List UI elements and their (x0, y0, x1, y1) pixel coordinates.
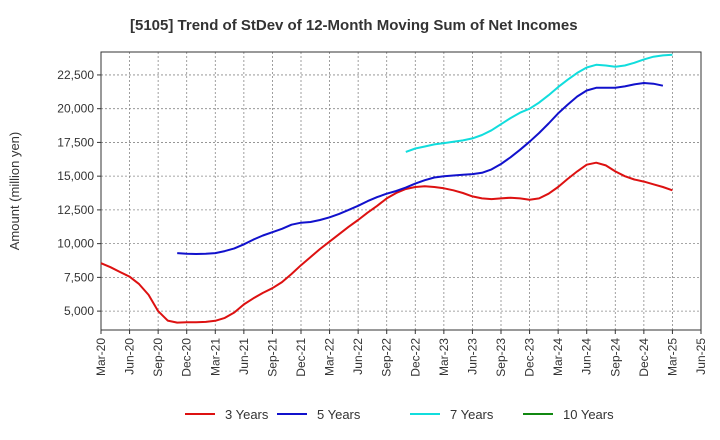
x-tick-label: Jun-21 (237, 338, 251, 375)
x-tick-label: Dec-23 (523, 338, 537, 377)
y-axis-ticks: 5,000 7,500 10,000 12,500 15,000 17,500 20,000… (57, 68, 101, 318)
y-tick-label: 17,500 (57, 135, 94, 149)
x-tick-label: Jun-23 (465, 338, 479, 375)
legend-label: 7 Years (450, 407, 494, 422)
x-tick-label: Mar-21 (208, 338, 222, 376)
legend-label: 3 Years (225, 407, 269, 422)
x-tick-label: Dec-24 (637, 338, 651, 377)
x-tick-label: Mar-22 (323, 338, 337, 376)
x-tick-label: Mar-24 (551, 338, 565, 376)
series-line (177, 82, 664, 255)
x-tick-label: Jun-24 (580, 338, 594, 375)
y-tick-label: 7,500 (64, 270, 94, 284)
x-axis-ticks: Mar-20 Jun-20 Sep-20 Dec-20 Mar-21 Jun-21 Sep-… (94, 330, 708, 377)
x-tick-label: Sep-20 (151, 338, 165, 377)
y-tick-label: 10,000 (57, 237, 94, 251)
x-tick-label: Jun-22 (351, 338, 365, 375)
x-tick-label: Jun-25 (694, 338, 708, 375)
y-tick-label: 15,000 (57, 169, 94, 183)
x-tick-label: Dec-21 (294, 338, 308, 377)
y-tick-label: 5,000 (64, 304, 94, 318)
x-tick-label: Mar-20 (94, 338, 108, 376)
legend-label: 10 Years (563, 407, 614, 422)
x-tick-label: Jun-20 (123, 338, 137, 375)
y-tick-label: 22,500 (57, 68, 94, 82)
series-line (405, 53, 673, 153)
x-tick-label: Sep-21 (265, 338, 279, 377)
legend-label: 5 Years (317, 407, 361, 422)
x-tick-label: Mar-25 (665, 338, 679, 376)
chart-title: [5105] Trend of StDev of 12-Month Moving… (130, 17, 578, 34)
x-tick-label: Dec-20 (180, 338, 194, 377)
y-axis-label: Amount (million yen) (7, 132, 22, 251)
x-tick-label: Mar-23 (437, 338, 451, 376)
legend: 3 Years 5 Years 7 Years 10 Years (185, 407, 614, 422)
y-tick-label: 20,000 (57, 102, 94, 116)
x-tick-label: Dec-22 (408, 338, 422, 377)
y-tick-label: 12,500 (57, 203, 94, 217)
x-tick-label: Sep-23 (494, 338, 508, 377)
x-tick-label: Sep-24 (608, 338, 622, 377)
grid (100, 52, 702, 330)
series-layer (100, 53, 673, 324)
series-line (100, 161, 673, 324)
plot-frame (100, 51, 702, 331)
x-tick-label: Sep-22 (380, 338, 394, 377)
